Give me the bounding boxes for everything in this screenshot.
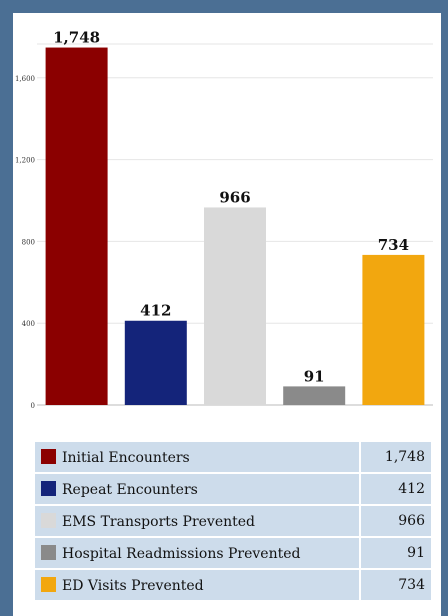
legend-label: Initial Encounters: [62, 449, 190, 466]
legend-value: 734: [359, 568, 433, 602]
data-label: 734: [378, 236, 409, 254]
legend-label-cell: Hospital Readmissions Prevented: [33, 536, 361, 570]
data-label: 412: [140, 302, 171, 320]
legend-label-cell: Initial Encounters: [33, 440, 361, 474]
legend-label: EMS Transports Prevented: [62, 513, 255, 530]
legend-label: ED Visits Prevented: [62, 577, 204, 594]
legend-row: EMS Transports Prevented 966: [33, 504, 433, 538]
data-labels: 1,748 412 966 91 734: [53, 29, 409, 386]
legend-label: Repeat Encounters: [62, 481, 198, 498]
y-tick-label: 400: [22, 320, 35, 328]
legend-row: Repeat Encounters 412: [33, 472, 433, 506]
legend-table: Initial Encounters 1,748 Repeat Encounters…: [33, 440, 433, 602]
bars: [45, 47, 425, 405]
y-tick-label: 1,200: [15, 157, 35, 165]
legend-label-cell: ED Visits Prevented: [33, 568, 361, 602]
y-tick-label: 0: [31, 402, 35, 410]
bar-chart: 0 400 800 1,200 1,600 1,748 412 966 91 734: [15, 29, 433, 410]
legend-value: 91: [359, 536, 433, 570]
legend-label-cell: Repeat Encounters: [33, 472, 361, 506]
data-label: 91: [304, 367, 325, 385]
bar: [124, 320, 187, 405]
legend-row: ED Visits Prevented 734: [33, 568, 433, 602]
legend-label-cell: EMS Transports Prevented: [33, 504, 361, 538]
legend-value: 412: [359, 472, 433, 506]
legend-label: Hospital Readmissions Prevented: [62, 545, 301, 562]
y-tick-label: 800: [22, 238, 35, 246]
bar: [204, 207, 266, 405]
y-tick-label: 1,600: [15, 75, 35, 83]
bar: [45, 47, 108, 405]
legend-swatch: [41, 480, 56, 496]
chart-area: 0 400 800 1,200 1,600 1,748 412 966 91 734: [13, 13, 441, 433]
legend-value: 966: [359, 504, 433, 538]
legend-swatch: [41, 512, 56, 528]
legend-swatch: [41, 448, 56, 464]
legend-swatch: [41, 544, 56, 560]
chart-panel: 0 400 800 1,200 1,600 1,748 412 966 91 734 Initi…: [13, 13, 441, 616]
legend-swatch: [41, 576, 56, 592]
data-label: 1,748: [53, 29, 100, 47]
bar: [283, 386, 346, 405]
data-label: 966: [219, 188, 250, 206]
legend-row: Initial Encounters 1,748: [33, 440, 433, 474]
legend-value: 1,748: [359, 440, 433, 474]
bar: [362, 254, 425, 405]
y-axis-ticks: 0 400 800 1,200 1,600: [15, 75, 35, 410]
legend-row: Hospital Readmissions Prevented 91: [33, 536, 433, 570]
